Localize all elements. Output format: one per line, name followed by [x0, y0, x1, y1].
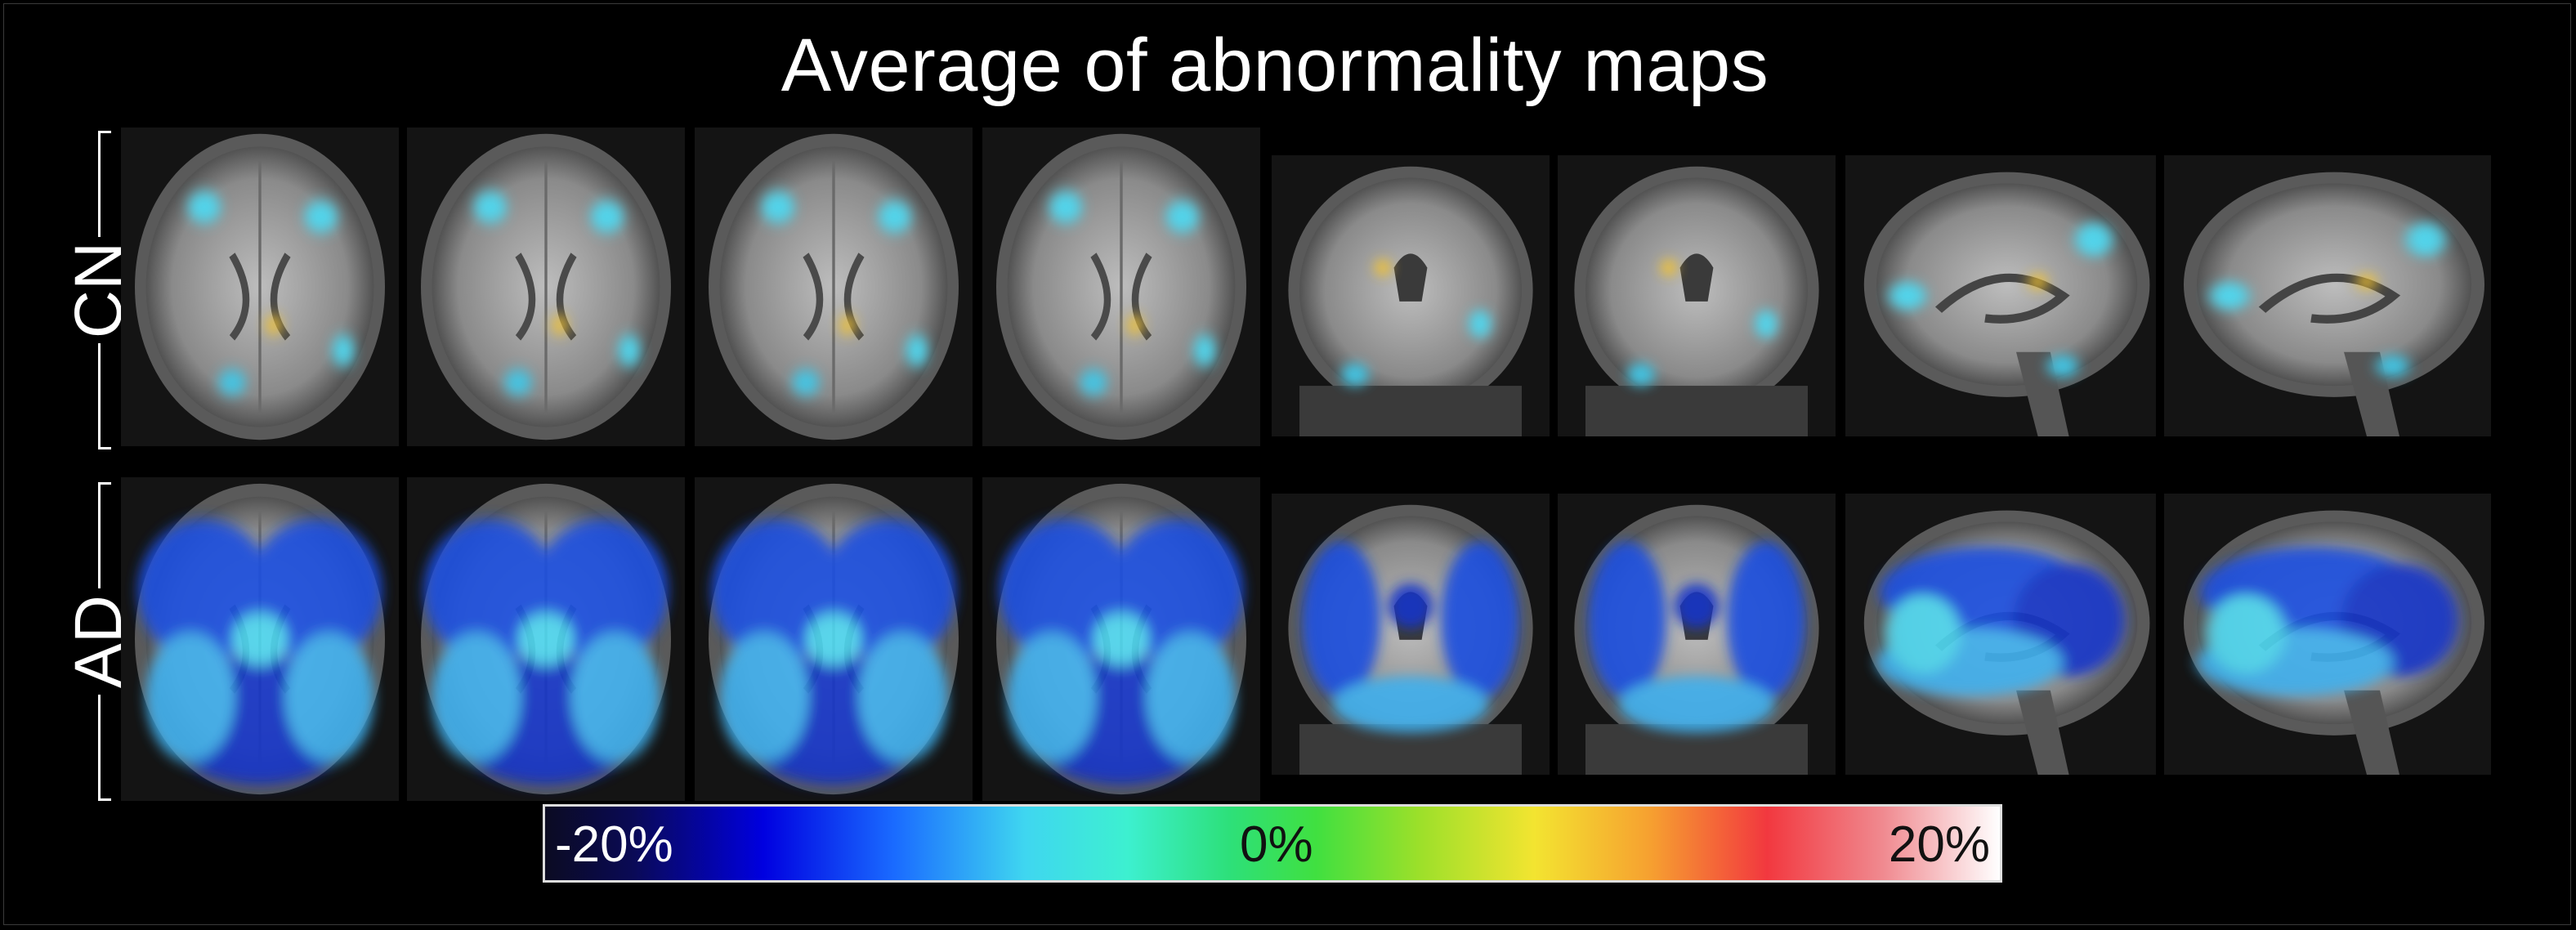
cn-coronal-slice-1-image [1272, 155, 1550, 436]
ad-axial-slice-1-image [121, 477, 399, 801]
ad-axial-slice-2-image [407, 477, 685, 801]
ad-axial-slice-4-image [982, 477, 1260, 801]
colorbar-max-label: 20% [1888, 816, 1990, 873]
cn-sagittal-slice-1 [1845, 155, 2156, 436]
ad-coronal-slice-1-image [1272, 494, 1550, 775]
ad-sagittal-slice-1-image [1845, 494, 2156, 775]
cn-axial-slice-4-image [982, 127, 1260, 446]
cn-coronal-slice-1 [1272, 155, 1550, 436]
cn-sagittal-slice-1-image [1845, 155, 2156, 436]
cn-axial-slice-3-image [695, 127, 973, 446]
cn-axial-slice-2 [407, 127, 685, 446]
colorbar: -20% 0% 20% [543, 804, 2002, 883]
cn-sagittal-slice-2 [2164, 155, 2491, 436]
cn-axial-slice-4 [982, 127, 1260, 446]
ad-sagittal-slice-2 [2164, 494, 2491, 775]
ad-axial-slice-3-image [695, 477, 973, 801]
ad-sagittal-slice-2-image [2164, 494, 2491, 775]
ad-coronal-slice-2 [1558, 494, 1836, 775]
ad-sagittal-slice-1 [1845, 494, 2156, 775]
figure-frame [3, 3, 2571, 925]
ad-coronal-slice-1 [1272, 494, 1550, 775]
ad-coronal-slice-2-image [1558, 494, 1836, 775]
figure-title: Average of abnormality maps [780, 24, 1769, 107]
ad-axial-slice-4 [982, 477, 1260, 801]
ad-axial-slice-3 [695, 477, 973, 801]
cn-axial-slice-2-image [407, 127, 685, 446]
ad-axial-slice-1 [121, 477, 399, 801]
cn-sagittal-slice-2-image [2164, 155, 2491, 436]
cn-axial-slice-1 [121, 127, 399, 446]
colorbar-min-label: -20% [555, 816, 673, 873]
cn-axial-slice-1-image [121, 127, 399, 446]
ad-axial-slice-2 [407, 477, 685, 801]
colorbar-mid-label: 0% [1240, 816, 1313, 873]
cn-coronal-slice-2-image [1558, 155, 1836, 436]
cn-axial-slice-3 [695, 127, 973, 446]
cn-coronal-slice-2 [1558, 155, 1836, 436]
